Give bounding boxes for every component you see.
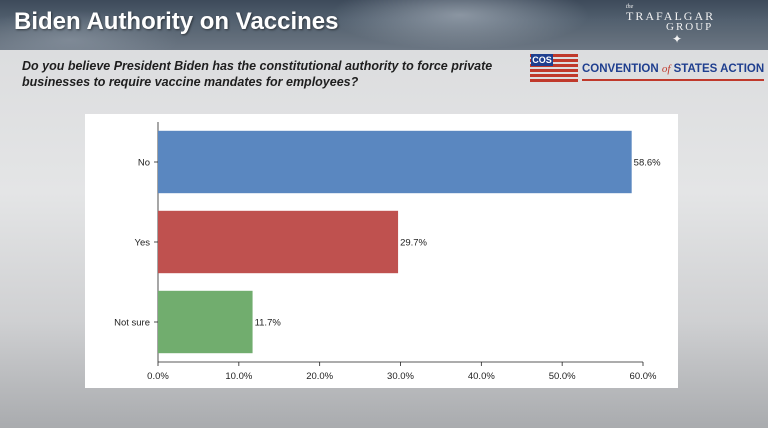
x-tick-label: 50.0% [549, 371, 576, 382]
bar-no [158, 130, 632, 194]
x-tick-label: 60.0% [630, 371, 657, 382]
banner-cloud [330, 0, 590, 50]
header-banner: Biden Authority on Vaccines the TRAFALGA… [0, 0, 768, 50]
bar-yes [158, 210, 399, 274]
page-title: Biden Authority on Vaccines [14, 8, 339, 35]
x-tick-label: 10.0% [225, 371, 252, 382]
survey-question: Do you believe President Biden has the c… [22, 59, 493, 89]
value-label: 11.7% [255, 318, 282, 329]
compass-star-icon: ✦ [672, 32, 683, 46]
x-tick-label: 20.0% [306, 371, 333, 382]
cos-name-suffix: STATES ACTION [673, 63, 765, 75]
bar-chart: 0.0% 10.0% 20.0% 30.0% 40.0% 50.0% 60.0% No 58.6… [114, 122, 661, 383]
x-tick-label: 0.0% [147, 371, 169, 382]
logo-line2: GROUP [666, 21, 714, 33]
category-label: No [138, 158, 150, 169]
value-label: 58.6% [634, 158, 661, 169]
cos-name-prefix: CONVENTION [582, 63, 659, 75]
x-tick-label: 40.0% [468, 371, 495, 382]
cos-underline [582, 79, 764, 81]
value-label: 29.7% [400, 238, 427, 249]
x-tick-label: 30.0% [387, 371, 414, 382]
chart-labels: 0.0% 10.0% 20.0% 30.0% 40.0% 50.0% 60.0% No 58.6… [114, 158, 661, 383]
chart-bars [158, 130, 632, 354]
logo-the: the [626, 4, 634, 10]
category-label: Not sure [114, 318, 150, 329]
chart-card: 0.0% 10.0% 20.0% 30.0% 40.0% 50.0% 60.0% No 58.6… [85, 114, 678, 388]
cos-action-logo: COS CONVENTION of STATES ACTION [530, 54, 766, 84]
cos-flag-icon [530, 54, 578, 82]
trafalgar-group-logo: the TRAFALGAR GROUP ✦ [622, 2, 742, 46]
cos-abbreviation: COS [531, 54, 553, 66]
logo-line1: TRAFALGAR [626, 9, 716, 23]
bar-not-sure [158, 290, 253, 354]
category-label: Yes [135, 238, 151, 249]
cos-name-of: of [661, 63, 671, 75]
cos-name: CONVENTION of STATES ACTION [582, 63, 764, 75]
